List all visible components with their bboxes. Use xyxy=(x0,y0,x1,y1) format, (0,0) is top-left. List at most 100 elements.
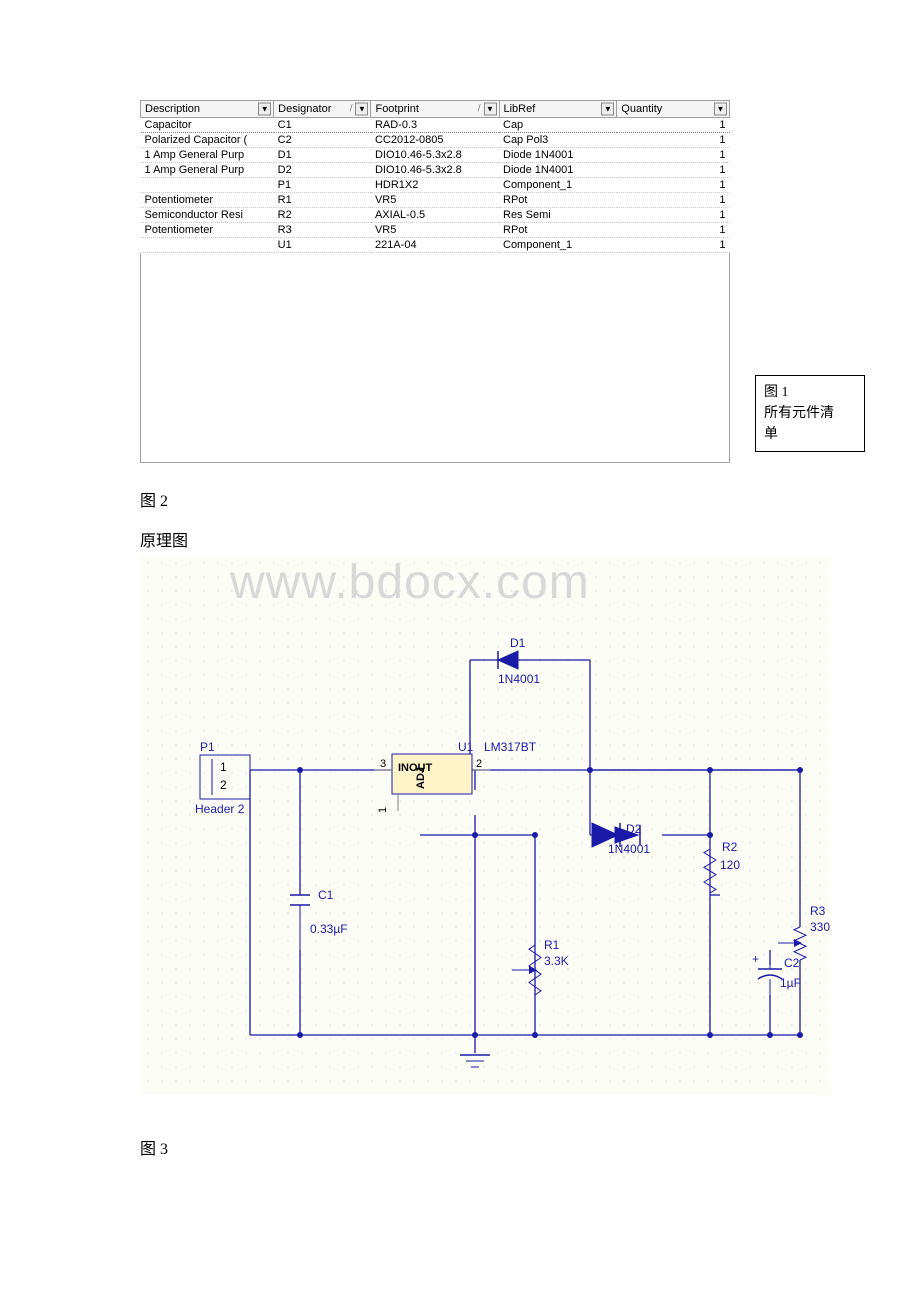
cell: R1 xyxy=(274,193,371,208)
col-designator[interactable]: Designator/▼ xyxy=(274,101,371,118)
cell: 1 xyxy=(617,148,730,163)
cell: 1 Amp General Purp xyxy=(141,163,274,178)
schematic-figure: 12P1Header 2D11N4001INOUTADJU1LM317BT321… xyxy=(140,555,830,1095)
cell: Polarized Capacitor ( xyxy=(141,133,274,148)
svg-text:1: 1 xyxy=(220,760,227,774)
svg-text:1N4001: 1N4001 xyxy=(498,672,540,686)
table-empty-area xyxy=(140,253,730,463)
cell: 1 xyxy=(617,118,730,133)
dropdown-arrow-icon[interactable]: ▼ xyxy=(484,103,497,116)
bom-table-wrap: Description▼Designator/▼Footprint/▼LibRe… xyxy=(140,100,730,463)
svg-text:2: 2 xyxy=(476,758,482,770)
cell: Component_1 xyxy=(499,178,617,193)
cell: 1 xyxy=(617,223,730,238)
cell: AXIAL-0.5 xyxy=(371,208,499,223)
table-row[interactable]: PotentiometerR1VR5RPot1 xyxy=(141,193,730,208)
cell: RAD-0.3 xyxy=(371,118,499,133)
table-row[interactable]: U1221A-04Component_11 xyxy=(141,238,730,253)
cell: U1 xyxy=(274,238,371,253)
cell: Potentiometer xyxy=(141,223,274,238)
caption-schematic: 原理图 xyxy=(140,527,188,551)
cell: VR5 xyxy=(371,223,499,238)
dropdown-arrow-icon[interactable]: ▼ xyxy=(258,103,271,116)
cell: Diode 1N4001 xyxy=(499,148,617,163)
caption-2: 图 2 xyxy=(140,487,780,511)
table-row[interactable]: PotentiometerR3VR5RPot1 xyxy=(141,223,730,238)
svg-text:Header 2: Header 2 xyxy=(195,802,245,816)
cell: 1 xyxy=(617,178,730,193)
svg-text:120: 120 xyxy=(720,858,740,872)
svg-text:3.3K: 3.3K xyxy=(544,954,569,968)
cell: DIO10.46-5.3x2.8 xyxy=(371,163,499,178)
svg-text:1µF: 1µF xyxy=(780,976,801,990)
figure1-line3: 单 xyxy=(764,424,856,445)
table-row[interactable]: P1HDR1X2Component_11 xyxy=(141,178,730,193)
cell: 221A-04 xyxy=(371,238,499,253)
table-row[interactable]: CapacitorC1RAD-0.3Cap1 xyxy=(141,118,730,133)
cell: 1 Amp General Purp xyxy=(141,148,274,163)
cell: R3 xyxy=(274,223,371,238)
svg-text:ADJ: ADJ xyxy=(415,767,427,789)
cell: Cap xyxy=(499,118,617,133)
cell: Semiconductor Resi xyxy=(141,208,274,223)
svg-text:D1: D1 xyxy=(510,636,526,650)
svg-text:+: + xyxy=(752,952,759,966)
svg-text:3: 3 xyxy=(380,758,386,770)
svg-text:D2: D2 xyxy=(626,822,642,836)
cell: HDR1X2 xyxy=(371,178,499,193)
cell: 1 xyxy=(617,133,730,148)
svg-text:R3: R3 xyxy=(810,904,826,918)
cell: D1 xyxy=(274,148,371,163)
table-row[interactable]: Semiconductor ResiR2AXIAL-0.5Res Semi1 xyxy=(141,208,730,223)
col-description[interactable]: Description▼ xyxy=(141,101,274,118)
cell: C2 xyxy=(274,133,371,148)
cell: D2 xyxy=(274,163,371,178)
cell: Res Semi xyxy=(499,208,617,223)
cell: C1 xyxy=(274,118,371,133)
cell xyxy=(141,178,274,193)
cell: 1 xyxy=(617,238,730,253)
table-row[interactable]: 1 Amp General PurpD1DIO10.46-5.3x2.8Diod… xyxy=(141,148,730,163)
cell: VR5 xyxy=(371,193,499,208)
cell: Cap Pol3 xyxy=(499,133,617,148)
svg-text:C2: C2 xyxy=(784,956,800,970)
col-quantity[interactable]: Quantity▼ xyxy=(617,101,730,118)
figure1-caption-box: 图 1 所有元件清 单 xyxy=(755,375,865,452)
cell: DIO10.46-5.3x2.8 xyxy=(371,148,499,163)
svg-text:1N4001: 1N4001 xyxy=(608,842,650,856)
cell xyxy=(141,238,274,253)
svg-text:C1: C1 xyxy=(318,888,334,902)
svg-text:R1: R1 xyxy=(544,938,560,952)
cell: RPot xyxy=(499,223,617,238)
cell: Component_1 xyxy=(499,238,617,253)
cell: R2 xyxy=(274,208,371,223)
caption-3: 图 3 xyxy=(140,1135,780,1159)
svg-text:0.33µF: 0.33µF xyxy=(310,922,348,936)
cell: CC2012-0805 xyxy=(371,133,499,148)
dropdown-arrow-icon[interactable]: ▼ xyxy=(714,103,727,116)
cell: 1 xyxy=(617,208,730,223)
col-libref[interactable]: LibRef▼ xyxy=(499,101,617,118)
dropdown-arrow-icon[interactable]: ▼ xyxy=(355,103,368,116)
schematic-svg: 12P1Header 2D11N4001INOUTADJU1LM317BT321… xyxy=(140,555,830,1095)
dropdown-arrow-icon[interactable]: ▼ xyxy=(601,103,614,116)
cell: RPot xyxy=(499,193,617,208)
svg-text:U1: U1 xyxy=(458,740,474,754)
page: Description▼Designator/▼Footprint/▼LibRe… xyxy=(0,0,920,1225)
cell: Diode 1N4001 xyxy=(499,163,617,178)
svg-text:2: 2 xyxy=(220,778,227,792)
bom-table[interactable]: Description▼Designator/▼Footprint/▼LibRe… xyxy=(140,100,730,253)
figure1-line2: 所有元件清 xyxy=(764,403,856,424)
svg-text:1: 1 xyxy=(377,807,389,813)
svg-text:P1: P1 xyxy=(200,740,215,754)
table-row[interactable]: Polarized Capacitor (C2CC2012-0805Cap Po… xyxy=(141,133,730,148)
cell: Potentiometer xyxy=(141,193,274,208)
table-row[interactable]: 1 Amp General PurpD2DIO10.46-5.3x2.8Diod… xyxy=(141,163,730,178)
cell: 1 xyxy=(617,193,730,208)
figure1-line1: 图 1 xyxy=(764,382,856,403)
cell: Capacitor xyxy=(141,118,274,133)
svg-text:R2: R2 xyxy=(722,840,738,854)
cell: 1 xyxy=(617,163,730,178)
col-footprint[interactable]: Footprint/▼ xyxy=(371,101,499,118)
cell: P1 xyxy=(274,178,371,193)
